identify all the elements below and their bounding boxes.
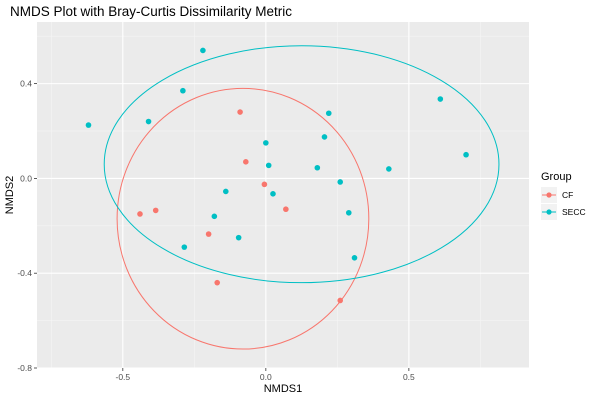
legend-point <box>546 192 552 198</box>
ellipse-secc <box>103 45 500 284</box>
legend-title: Group <box>541 171 572 183</box>
y-axis-ticks: -0.8 -0.4 0.0 0.4 <box>17 79 37 373</box>
point-secc <box>211 213 218 220</box>
point-secc <box>181 244 188 250</box>
point-cf <box>283 206 289 213</box>
point-secc <box>235 234 242 241</box>
y-tick-label: -0.4 <box>17 268 32 278</box>
y-tick-label: 0.4 <box>20 79 32 89</box>
x-tick-label: 0.5 <box>403 372 415 382</box>
grid-major <box>37 22 529 369</box>
point-secc <box>321 134 328 140</box>
point-secc <box>265 162 272 169</box>
point-secc <box>325 110 332 117</box>
point-secc <box>351 255 358 261</box>
point-secc <box>180 87 186 94</box>
x-tick-label: -0.5 <box>115 372 130 382</box>
data-points <box>85 47 469 304</box>
point-secc <box>437 96 444 102</box>
point-secc <box>85 122 92 128</box>
y-tick-label: 0.0 <box>20 173 32 183</box>
point-cf <box>243 159 249 165</box>
point-cf <box>337 297 344 304</box>
x-axis-title: NMDS1 <box>264 383 303 395</box>
legend-point <box>546 209 552 215</box>
point-secc <box>337 179 344 185</box>
point-secc <box>386 166 392 172</box>
point-secc <box>270 191 276 197</box>
point-secc <box>345 209 352 216</box>
y-axis-title: NMDS2 <box>4 176 16 215</box>
point-cf <box>205 231 212 237</box>
legend: Group CF SECC <box>541 171 586 220</box>
point-secc <box>145 118 152 125</box>
grid-minor <box>37 22 529 368</box>
chart-title: NMDS Plot with Bray-Curtis Dissimilarity… <box>10 4 292 19</box>
point-secc <box>200 47 206 54</box>
point-secc <box>314 164 321 171</box>
point-cf <box>261 181 268 188</box>
point-secc <box>222 188 229 195</box>
point-secc <box>263 140 269 146</box>
legend-label-cf: CF <box>562 190 573 200</box>
ellipse-cf <box>116 87 370 350</box>
x-axis-ticks: -0.5 0.0 0.5 <box>115 368 415 382</box>
confidence-ellipses <box>103 45 500 350</box>
y-tick-label: -0.8 <box>17 363 32 373</box>
point-secc <box>463 151 469 158</box>
point-cf <box>137 211 143 217</box>
legend-label-secc: SECC <box>562 207 586 217</box>
point-cf <box>237 109 243 115</box>
x-tick-label: 0.0 <box>260 372 272 382</box>
point-cf <box>152 207 159 214</box>
point-cf <box>214 279 221 286</box>
